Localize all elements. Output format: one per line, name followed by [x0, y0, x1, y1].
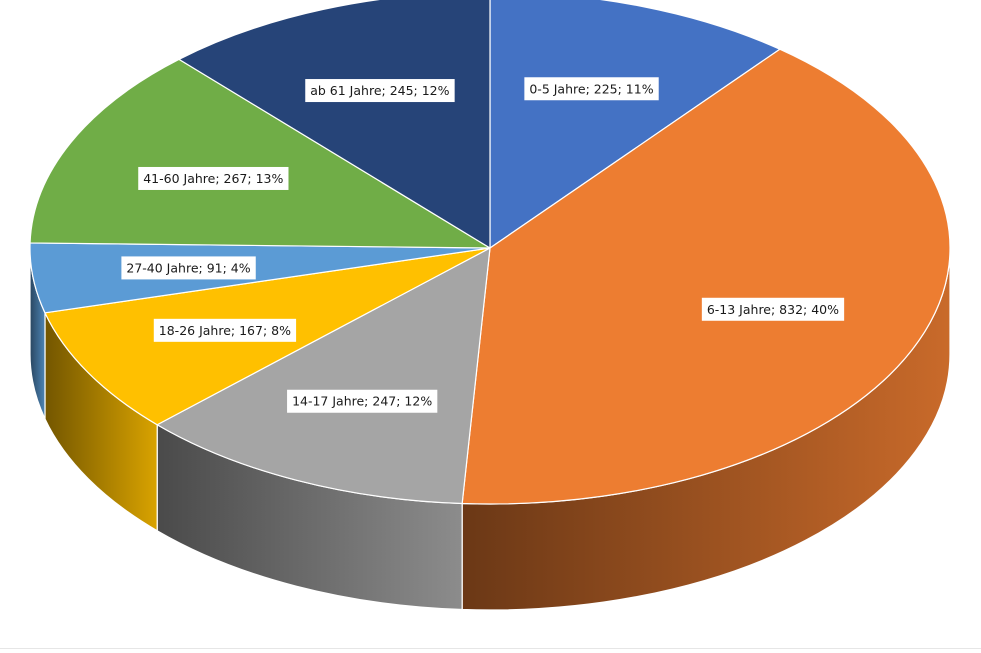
- data-label-text: 41-60 Jahre; 267; 13%: [143, 171, 283, 186]
- pie-slice-41-60-jahre: [29, 58, 491, 249]
- data-label-6-13-jahre: 6-13 Jahre; 832; 40%: [701, 297, 845, 321]
- data-label-box: [305, 79, 455, 103]
- chart-border: [0, 648, 981, 649]
- pie-labels: 0-5 Jahre; 225; 11% 6-13 Jahre; 832; 40% 1…: [121, 77, 845, 413]
- data-label-box: [153, 318, 297, 342]
- data-label-text: 0-5 Jahre; 225; 11%: [529, 81, 653, 96]
- data-label-text: 27-40 Jahre; 91; 4%: [126, 260, 250, 275]
- data-label-box: [701, 297, 845, 321]
- pie-top: [29, 0, 951, 505]
- data-label-box: [287, 389, 438, 413]
- pie-sides: [29, 247, 951, 611]
- pie-slice-ab-61-jahre: [178, 0, 491, 249]
- data-label-box: [524, 77, 659, 101]
- data-label-text: 18-26 Jahre; 167; 8%: [159, 323, 291, 338]
- data-label-ab-61-jahre: ab 61 Jahre; 245; 12%: [305, 79, 455, 103]
- pie-slice-6-13-jahre: [461, 48, 951, 505]
- data-label-41-60-jahre: 41-60 Jahre; 267; 13%: [138, 166, 289, 190]
- data-label-27-40-jahre: 27-40 Jahre; 91; 4%: [121, 256, 256, 280]
- data-label-box: [121, 256, 256, 280]
- data-label-18-26-jahre: 18-26 Jahre; 167; 8%: [153, 318, 297, 342]
- data-label-text: ab 61 Jahre; 245; 12%: [310, 83, 449, 98]
- data-label-0-5-jahre: 0-5 Jahre; 225; 11%: [524, 77, 659, 101]
- data-label-text: 6-13 Jahre; 832; 40%: [707, 302, 839, 317]
- data-label-box: [138, 166, 289, 190]
- pie-slice-0-5-jahre: [489, 0, 781, 249]
- data-label-14-17-jahre: 14-17 Jahre; 247; 12%: [287, 389, 438, 413]
- data-label-text: 14-17 Jahre; 247; 12%: [292, 394, 432, 409]
- pie-slice-14-17-jahre: [156, 247, 491, 505]
